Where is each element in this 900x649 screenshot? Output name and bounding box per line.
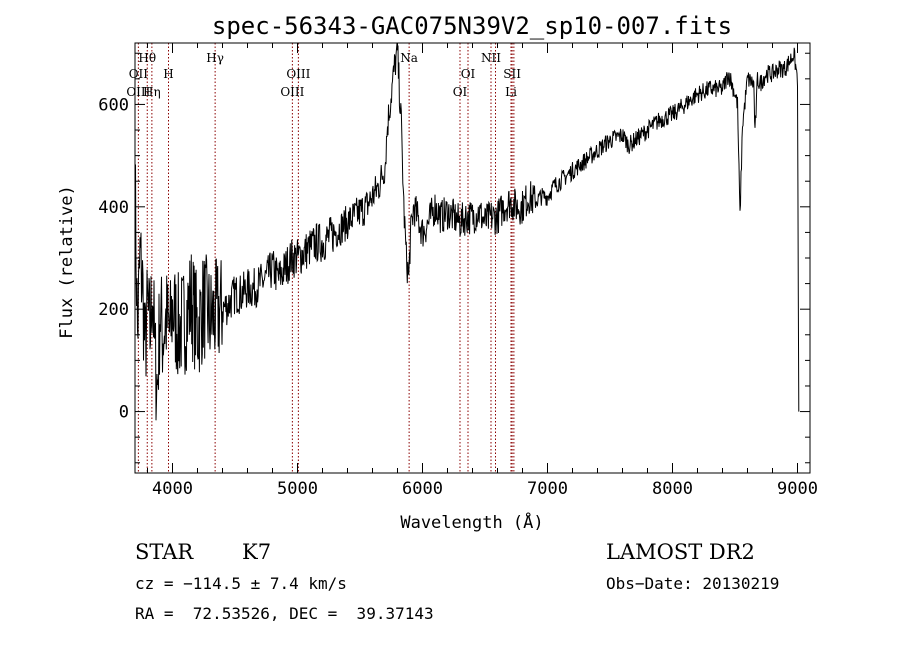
line-label: OI [453,85,468,99]
line-label: OI [461,67,476,81]
observation-date: Obs−Date: 20130219 [606,574,780,593]
y-tick-label: 600 [98,95,129,115]
line-label: Na [400,51,418,65]
sky-coordinates: RA = 72.53526, DEC = 39.37143 [135,604,434,623]
line-label: OII [129,67,149,81]
line-label: Hγ [206,51,224,65]
x-tick-label: 6000 [402,479,443,499]
line-label: Hθ [138,51,156,65]
line-label: NII [481,51,501,65]
line-label: OIII [280,85,304,99]
y-tick-label: 400 [98,198,129,218]
chart-title: spec-56343-GAC075N39V2_sp10-007.fits [212,12,732,40]
x-tick-label: 5000 [277,479,318,499]
marker-lines [137,43,515,473]
x-axis-label: Wavelength (Å) [400,511,543,533]
y-tick-label: 0 [119,403,129,423]
object-class: STAR [135,540,194,564]
line-label: Li [505,85,517,99]
line-label: OIII [126,85,150,99]
line-label: OIII [286,67,310,81]
x-tick-label: 7000 [527,479,568,499]
spectrum-series-line [134,42,800,421]
x-axis-ticks: 4000 5000 6000 7000 8000 9000 [147,43,818,499]
object-subclass: K7 [242,540,272,564]
y-axis-ticks: 0 200 400 600 [98,52,810,464]
x-tick-label: 9000 [777,479,818,499]
line-label: Hη [143,85,161,99]
plot-frame [134,42,811,474]
line-label: H [163,67,173,81]
x-tick-label: 8000 [652,479,693,499]
redshift-velocity: cz = −114.5 ± 7.4 km/s [135,574,347,593]
y-tick-label: 200 [98,300,129,320]
line-label: SII [503,67,521,81]
survey-name: LAMOST DR2 [606,540,755,564]
x-tick-label: 4000 [152,479,193,499]
y-axis-label: Flux (relative) [57,185,77,339]
